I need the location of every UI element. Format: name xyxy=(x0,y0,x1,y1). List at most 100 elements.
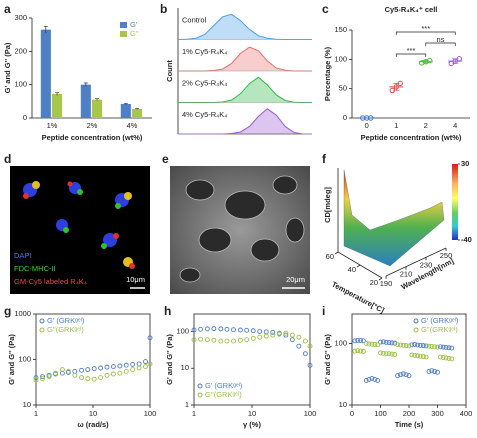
data-point xyxy=(392,352,398,357)
data-point xyxy=(366,341,372,347)
data-point xyxy=(85,367,91,373)
y-tick xyxy=(378,277,383,281)
x-tick-label: 100 xyxy=(304,409,317,418)
panel-letter: b xyxy=(160,2,167,16)
data-point xyxy=(143,359,148,365)
data-point xyxy=(420,343,426,349)
x-tick-label: 1 xyxy=(394,121,398,130)
y-tick-label: 100 xyxy=(176,327,189,336)
bracket xyxy=(425,42,456,46)
data-point xyxy=(400,342,406,348)
data-point xyxy=(65,368,71,374)
data-point xyxy=(289,337,295,343)
data-point xyxy=(283,332,289,338)
data-point xyxy=(296,334,302,340)
bar xyxy=(52,94,63,118)
data-point xyxy=(363,378,369,383)
series-label: 4% Cy5-R₄K₄ xyxy=(182,110,227,119)
data-point xyxy=(383,351,389,357)
data-point xyxy=(104,364,110,370)
data-point xyxy=(191,337,197,343)
x-tick-label: 230 xyxy=(420,260,433,269)
x-tick-label: 1% xyxy=(47,121,58,130)
colorbar-label: -40 xyxy=(461,235,472,244)
legend-marker xyxy=(39,327,45,333)
y-tick xyxy=(334,251,339,255)
data-point xyxy=(426,369,432,374)
x-tick-label: 10 xyxy=(248,409,256,418)
histogram-fill xyxy=(178,108,312,134)
y-tick-label: 100 xyxy=(18,354,31,363)
data-point xyxy=(289,332,295,338)
data-point xyxy=(40,376,45,382)
data-point xyxy=(432,344,438,350)
data-point xyxy=(91,376,97,382)
z-axis-label: CD[mdeg] xyxy=(323,187,332,223)
legend-text: DAPI xyxy=(14,251,32,260)
x-axis-label: ω (rad/s) xyxy=(77,420,109,429)
panel-letter: i xyxy=(322,304,325,318)
data-point xyxy=(270,329,276,335)
data-point xyxy=(263,333,269,339)
significance-label: ns xyxy=(437,35,445,44)
data-point xyxy=(440,355,446,360)
x-tick-label: 210 xyxy=(400,270,413,279)
data-point xyxy=(409,352,415,358)
data-point xyxy=(427,57,433,64)
data-point xyxy=(130,367,136,373)
data-point xyxy=(449,345,455,351)
bar xyxy=(80,84,91,118)
panel-d: d DAPI FDC-MHC-II GM-Cy5 labeled R₄K₄ 10… xyxy=(4,152,150,294)
data-point xyxy=(204,337,210,343)
data-point xyxy=(393,84,399,90)
legend-marker xyxy=(39,318,45,324)
data-point xyxy=(218,338,224,344)
x-tick-label: 0 xyxy=(365,121,369,130)
data-point xyxy=(224,338,230,344)
data-point xyxy=(91,366,97,372)
data-point xyxy=(231,327,236,333)
data-point xyxy=(375,378,381,383)
y-tick-label: 10 xyxy=(23,400,31,409)
data-point xyxy=(33,377,39,383)
data-point xyxy=(302,338,308,344)
data-point xyxy=(270,332,276,338)
data-point xyxy=(406,343,412,349)
legend-text: FDC-MHC-II xyxy=(14,264,56,273)
data-point xyxy=(415,353,420,359)
legend-label: G' (GRKᵍᵉˡ) xyxy=(421,316,459,325)
bar xyxy=(40,29,51,119)
x-axis-label: Peptide concentration (wt%) xyxy=(42,133,143,142)
data-point xyxy=(98,375,104,381)
data-point xyxy=(79,367,85,373)
data-point xyxy=(237,327,243,333)
data-point xyxy=(389,340,395,346)
x-tick-label: 1 xyxy=(192,409,196,418)
legend-marker xyxy=(197,383,203,389)
x-tick-label: 200 xyxy=(403,409,416,418)
panel-e: e 20μm xyxy=(162,152,310,294)
series-label: Control xyxy=(182,16,207,25)
bar xyxy=(120,104,131,118)
data-point xyxy=(211,337,217,343)
panel-letter: a xyxy=(4,2,11,16)
data-point xyxy=(244,337,250,343)
y-tick-label: 0 xyxy=(23,113,27,122)
data-point xyxy=(423,354,429,360)
data-point xyxy=(443,355,449,361)
pores xyxy=(179,175,305,283)
series-label: 2% Cy5-R₄K₄ xyxy=(182,79,227,88)
x-tick-label: 2% xyxy=(87,121,98,130)
data-point xyxy=(437,354,443,360)
data-point xyxy=(380,339,386,345)
data-point xyxy=(123,368,129,374)
data-point xyxy=(231,338,236,344)
data-point xyxy=(79,375,85,381)
data-point xyxy=(53,370,58,376)
legend-marker xyxy=(413,318,419,324)
data-point xyxy=(417,353,423,359)
x-tick-label: 250 xyxy=(440,251,453,260)
data-point xyxy=(380,350,386,356)
histogram-fill xyxy=(178,77,312,103)
